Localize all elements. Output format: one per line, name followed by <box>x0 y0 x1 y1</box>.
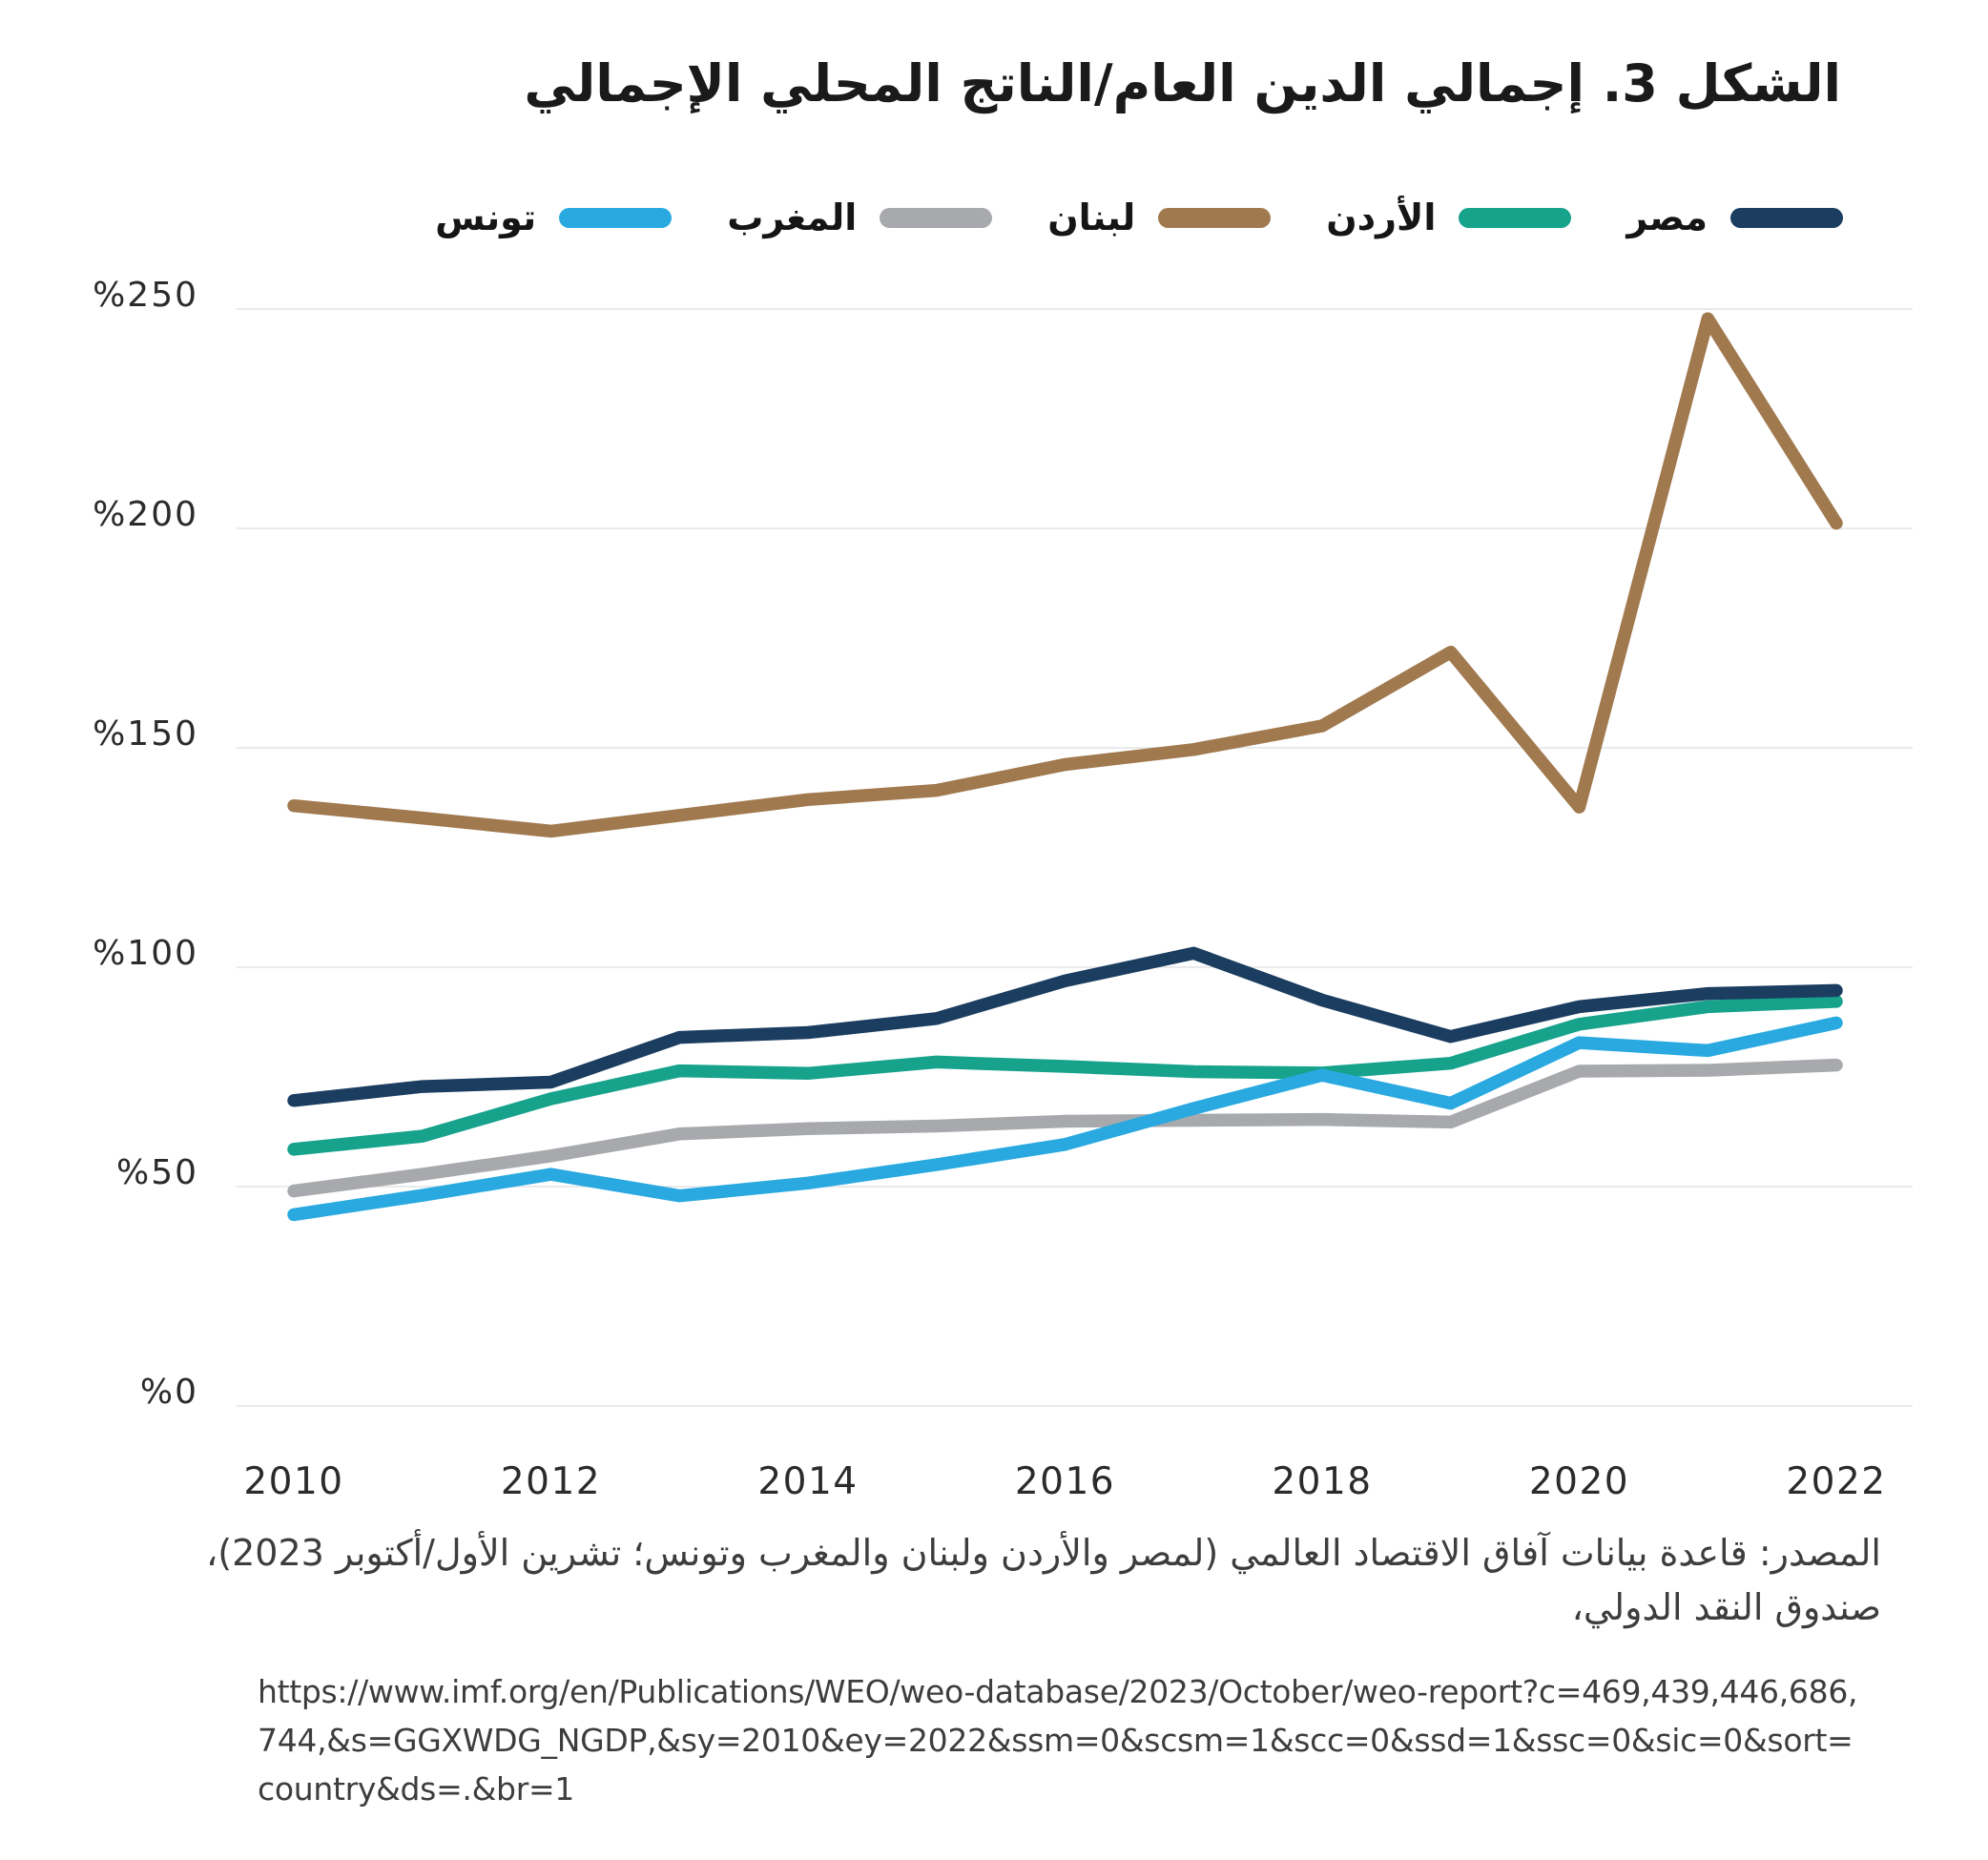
line-morocco <box>287 1058 1843 1198</box>
legend-label-egypt: مصر <box>1626 196 1708 238</box>
legend-label-tunisia: تونس <box>435 196 537 238</box>
legend-item-tunisia: تونس <box>435 196 673 238</box>
legend-item-lebanon: لبنان <box>1047 196 1272 238</box>
legend-swatch-tunisia <box>559 207 673 228</box>
source-url-line-1: https://www.imf.org/en/Publications/WEO/… <box>258 1673 1858 1710</box>
line-jordan <box>287 995 1843 1156</box>
source-url-line-3: country&ds=.&br=1 <box>258 1770 575 1808</box>
line-chart: %0%50%100%150%200%250 2010 2012 2014 2016 20… <box>93 276 1913 1503</box>
line-lebanon <box>287 312 1843 838</box>
line-egypt <box>287 946 1843 1107</box>
line-tunisia <box>287 1016 1843 1222</box>
source-text-line-2: صندوق النقد الدولي، <box>1571 1586 1881 1628</box>
source-url: https://www.imf.org/en/Publications/WEO/… <box>258 1667 1881 1813</box>
y-tick-label-0: %0 <box>140 1373 198 1412</box>
y-tick-label-150: %150 <box>93 714 198 754</box>
source-text-line-1: المصدر: قاعدة بيانات آفاق الاقتصاد العال… <box>206 1532 1881 1574</box>
legend-label-morocco: المغرب <box>727 196 858 238</box>
y-tick-label-250: %250 <box>93 276 198 315</box>
legend-swatch-morocco <box>880 207 993 228</box>
legend-swatch-lebanon <box>1158 207 1272 228</box>
legend: مصر الأردن لبنان المغرب تونس <box>435 191 1843 244</box>
x-tick-label-2018: 2018 <box>1272 1460 1372 1503</box>
legend-item-morocco: المغرب <box>727 196 993 238</box>
x-tick-label-2012: 2012 <box>501 1460 601 1503</box>
gridlines <box>237 308 1913 1407</box>
legend-item-egypt: مصر <box>1626 199 1843 236</box>
x-tick-label-2016: 2016 <box>1015 1460 1115 1503</box>
y-tick-label-50: %50 <box>116 1153 198 1192</box>
legend-item-jordan: الأردن <box>1326 196 1572 238</box>
source-block: المصدر: قاعدة بيانات آفاق الاقتصاد العال… <box>206 1526 1881 1813</box>
x-tick-label-2022: 2022 <box>1786 1460 1886 1503</box>
chart-title: الشكل 3. إجمالي الدين العام/الناتج المحل… <box>524 53 1841 114</box>
x-tick-label-2010: 2010 <box>243 1460 343 1503</box>
legend-swatch-jordan <box>1459 207 1572 228</box>
y-axis-tick-labels: %0 %50 %100 %150 %200 %250 <box>93 276 198 1412</box>
series-lines <box>287 312 1843 1222</box>
legend-label-lebanon: لبنان <box>1047 196 1136 238</box>
source-url-line-2: 744,&s=GGXWDG_NGDP,&sy=2010&ey=2022&ssm=… <box>258 1722 1853 1760</box>
x-tick-label-2020: 2020 <box>1529 1460 1629 1503</box>
x-axis-tick-labels: 2010 2012 2014 2016 2018 2020 2022 <box>243 1460 1886 1503</box>
legend-label-jordan: الأردن <box>1326 196 1437 238</box>
y-tick-label-200: %200 <box>93 495 198 534</box>
legend-swatch-egypt <box>1730 207 1843 228</box>
x-tick-label-2014: 2014 <box>757 1460 858 1503</box>
y-tick-label-100: %100 <box>93 934 198 973</box>
